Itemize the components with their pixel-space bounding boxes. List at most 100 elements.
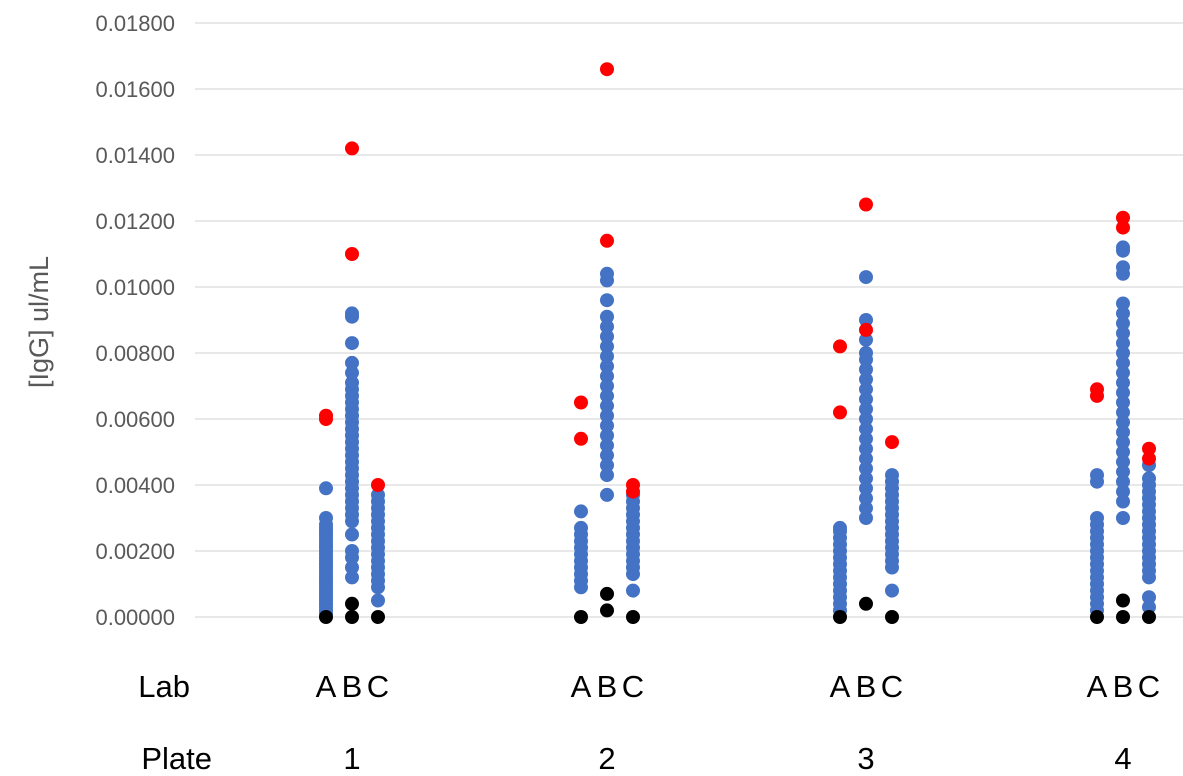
point-blue [600,309,614,324]
point-blue [859,441,873,456]
point-blue [371,593,385,608]
y-tick-label: 0.00400 [95,473,175,498]
point-blue [600,398,614,413]
point-blue [345,560,359,575]
lab-row-label: Lab [138,669,190,704]
point-black [859,596,873,611]
lab-label-C: C [622,669,644,704]
y-tick-label: 0.01200 [95,209,175,234]
point-red [1142,451,1156,466]
y-tick-label: 0.01400 [95,143,175,168]
point-red [1116,210,1130,225]
y-tick-label: 0.00200 [95,539,175,564]
point-black [1090,610,1104,624]
point-blue [1116,365,1130,380]
lab-label-C: C [881,669,903,704]
point-blue [345,375,359,390]
point-blue [600,266,614,281]
point-blue [600,408,614,423]
point-blue [1116,385,1130,400]
group-plate3-labB [859,197,873,611]
group-plate3-labA [833,339,847,624]
point-blue [859,501,873,516]
plate-label-1: 1 [343,741,360,776]
point-blue [859,471,873,486]
group-plate4-labB [1116,210,1130,624]
y-tick-label: 0.00000 [95,605,175,630]
lab-label-C: C [367,669,389,704]
point-black [626,610,640,624]
point-black [1116,610,1130,624]
lab-label-A: A [1087,669,1108,704]
point-blue [574,520,588,535]
point-blue [574,504,588,519]
point-blue [1116,511,1130,525]
point-blue [1116,474,1130,489]
point-blue [600,319,614,334]
point-blue [1116,415,1130,430]
point-black [345,610,359,624]
point-red [1142,441,1156,456]
point-blue [319,481,333,496]
y-tick-label: 0.01600 [95,77,175,102]
plate-label-4: 4 [1114,741,1131,776]
point-blue [859,332,873,347]
point-blue [1090,468,1104,483]
point-blue [345,544,359,558]
y-tick-label: 0.01000 [95,275,175,300]
point-blue [600,438,614,453]
point-blue [1116,355,1130,370]
point-blue [1116,405,1130,420]
lab-label-B: B [856,669,877,704]
point-blue [1116,454,1130,469]
group-plate4-labA [1090,382,1104,624]
y-axis-label: [IgG] ul/mL [24,256,54,388]
point-blue [859,431,873,446]
point-blue [1116,346,1130,360]
plate-label-2: 2 [598,741,615,776]
point-blue [1142,600,1156,615]
point-blue [1116,435,1130,450]
y-tick-label: 0.00600 [95,407,175,432]
y-tick-label: 0.00800 [95,341,175,366]
group-plate2-labA [574,395,588,624]
point-blue [859,511,873,525]
point-blue [600,359,614,374]
point-blue [600,468,614,483]
point-blue [1142,590,1156,605]
group-plate1-labC [371,478,385,624]
point-blue [371,487,385,502]
point-blue [859,421,873,436]
point-blue [600,379,614,393]
point-blue [1116,494,1130,509]
lab-label-C: C [1138,669,1160,704]
point-blue [859,382,873,397]
point-blue [1116,375,1130,390]
data-points [319,62,1156,624]
point-red [600,233,614,248]
point-blue [1090,511,1104,525]
point-red [859,322,873,337]
group-plate1-labB [345,141,359,624]
point-blue [600,349,614,364]
point-red [833,405,847,420]
point-red [345,247,359,261]
point-blue [859,491,873,506]
lab-label-B: B [597,669,618,704]
point-blue [885,583,899,598]
point-blue [1142,471,1156,486]
point-blue [859,481,873,496]
point-blue [345,527,359,542]
point-black [371,610,385,624]
point-blue [1116,260,1130,275]
point-blue [345,336,359,351]
point-red [626,484,640,499]
point-blue [626,583,640,598]
point-red [319,412,333,426]
point-blue [859,346,873,360]
point-blue [859,402,873,417]
point-blue [345,365,359,380]
group-plate2-labB [600,62,614,618]
point-black [345,596,359,611]
lab-label-A: A [316,669,337,704]
